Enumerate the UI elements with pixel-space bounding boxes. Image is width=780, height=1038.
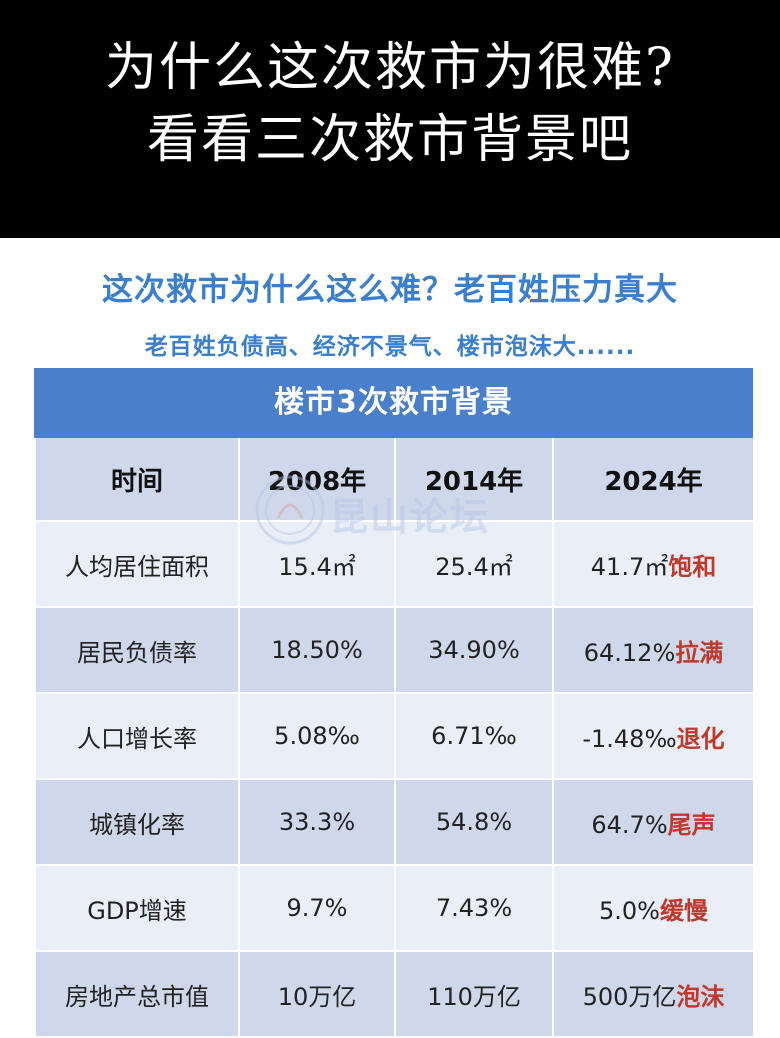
cell-2024: -1.48‰退化 xyxy=(552,693,755,780)
cell-2008: 15.4㎡ xyxy=(238,521,396,608)
background-table: 楼市3次救市背景 时间 2008年 2014年 2024年 人均居住面积 15.… xyxy=(34,368,755,1038)
trend-label: 泡沫 xyxy=(676,982,725,1011)
banner-line-2: 看看三次救市背景吧 xyxy=(146,110,633,170)
cell-2014: 25.4㎡ xyxy=(394,521,554,608)
trend-label: 饱和 xyxy=(668,552,717,581)
cell-2014: 34.90% xyxy=(394,607,554,694)
cell-2024: 5.0%缓慢 xyxy=(552,865,755,952)
trend-label: 尾声 xyxy=(667,810,716,839)
value-2024: 64.12% xyxy=(583,638,676,667)
row-label: 房地产总市值 xyxy=(34,951,240,1038)
table-row: 居民负债率 18.50% 34.90% 64.12%拉满 xyxy=(34,607,755,694)
cell-2008: 10万亿 xyxy=(238,951,396,1038)
cell-2024: 64.7%尾声 xyxy=(552,779,755,866)
cell-2008: 33.3% xyxy=(238,779,396,866)
value-2024: -1.48‰ xyxy=(582,724,677,753)
cell-2014: 110万亿 xyxy=(394,951,554,1038)
trend-label: 缓慢 xyxy=(659,896,708,925)
value-2024: 5.0% xyxy=(599,896,660,925)
cell-2008: 9.7% xyxy=(238,865,396,952)
table-header-row: 时间 2008年 2014年 2024年 xyxy=(34,438,755,522)
table-row: 人口增长率 5.08‰ 6.71‰ -1.48‰退化 xyxy=(34,693,755,780)
headline: 这次救市为什么这么难？老百姓压力真大 xyxy=(102,272,678,308)
row-label: 人均居住面积 xyxy=(34,521,240,608)
row-label: GDP增速 xyxy=(34,865,240,952)
value-2024: 64.7% xyxy=(591,810,668,839)
row-label: 人口增长率 xyxy=(34,693,240,780)
cell-2014: 7.43% xyxy=(394,865,554,952)
table-row: 城镇化率 33.3% 54.8% 64.7%尾声 xyxy=(34,779,755,866)
cell-2008: 5.08‰ xyxy=(238,693,396,780)
cell-2008: 18.50% xyxy=(238,607,396,694)
header-cell-2008: 2008年 xyxy=(238,438,396,522)
trend-label: 拉满 xyxy=(675,638,724,667)
table-title: 楼市3次救市背景 xyxy=(34,368,753,438)
table-row: GDP增速 9.7% 7.43% 5.0%缓慢 xyxy=(34,865,755,952)
cell-2014: 54.8% xyxy=(394,779,554,866)
table-row: 人均居住面积 15.4㎡ 25.4㎡ 41.7㎡饱和 xyxy=(34,521,755,608)
value-2024: 41.7㎡ xyxy=(590,552,669,581)
row-label: 城镇化率 xyxy=(34,779,240,866)
cell-2024: 500万亿泡沫 xyxy=(552,951,755,1038)
banner-line-1: 为什么这次救市为很难? xyxy=(105,38,675,98)
cell-2014: 6.71‰ xyxy=(394,693,554,780)
cell-2024: 64.12%拉满 xyxy=(552,607,755,694)
row-label: 居民负债率 xyxy=(34,607,240,694)
top-banner: 为什么这次救市为很难? 看看三次救市背景吧 xyxy=(0,0,780,238)
subheadline: 老百姓负债高、经济不景气、楼市泡沫大...... xyxy=(144,334,636,360)
comparison-table: 时间 2008年 2014年 2024年 人均居住面积 15.4㎡ 25.4㎡ … xyxy=(34,438,755,1038)
trend-label: 退化 xyxy=(676,724,725,753)
header-cell-2024: 2024年 xyxy=(552,438,755,522)
table-row: 房地产总市值 10万亿 110万亿 500万亿泡沫 xyxy=(34,951,755,1038)
header-cell-time: 时间 xyxy=(34,438,240,522)
header-cell-2014: 2014年 xyxy=(394,438,554,522)
value-2024: 500万亿 xyxy=(582,982,677,1011)
cell-2024: 41.7㎡饱和 xyxy=(552,521,755,608)
